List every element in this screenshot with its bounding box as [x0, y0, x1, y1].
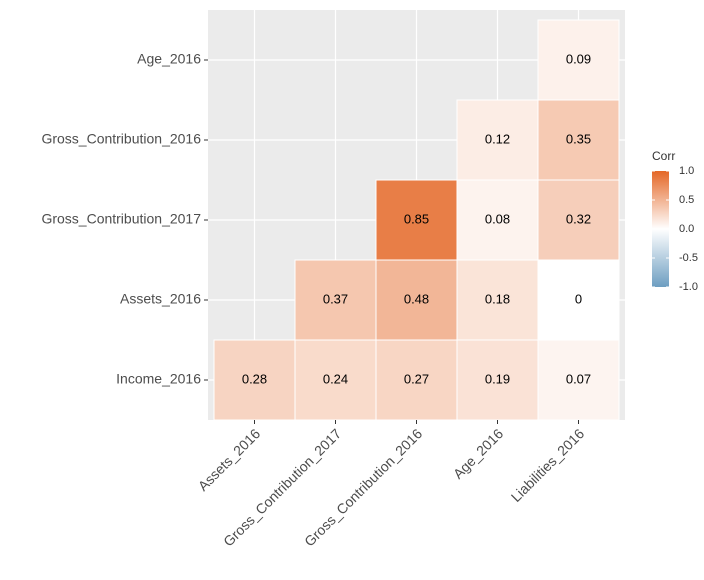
heatmap-cell	[294, 259, 377, 341]
cell-label: 0.07	[566, 371, 591, 386]
heatmap-cell	[456, 179, 539, 261]
cell-label: 0.35	[566, 131, 591, 146]
heatmap-cell	[375, 339, 458, 421]
heatmap-cell	[537, 339, 620, 421]
y-tick-label: Age_2016	[137, 51, 201, 67]
cell-label: 0.85	[404, 211, 429, 226]
heatmap-cell	[456, 99, 539, 181]
cell-label: 0.48	[404, 291, 429, 306]
cell-label: 0	[575, 291, 582, 306]
heatmap-cell	[213, 339, 296, 421]
legend-tick-label: 1.0	[679, 165, 694, 177]
cell-label: 0.08	[485, 211, 510, 226]
cell-label: 0.09	[566, 51, 591, 66]
cell-label: 0.24	[323, 371, 348, 386]
heatmap-cell	[537, 259, 620, 341]
heatmap-cell	[456, 259, 539, 341]
y-tick-label: Assets_2016	[120, 291, 201, 307]
cell-label: 0.27	[404, 371, 429, 386]
cell-label: 0.12	[485, 131, 510, 146]
legend-tick-label: 0.0	[679, 223, 694, 235]
cell-label: 0.32	[566, 211, 591, 226]
y-tick-label: Gross_Contribution_2016	[41, 131, 201, 147]
legend-colorbar	[652, 171, 669, 287]
legend-title: Corr	[652, 149, 675, 163]
x-tick-label: Liabilities_2016	[508, 425, 588, 505]
y-tick-label: Income_2016	[116, 371, 201, 387]
cell-label: 0.18	[485, 291, 510, 306]
x-tick-label: Assets_2016	[195, 425, 264, 494]
legend-tick-label: -1.0	[679, 281, 698, 293]
y-tick-label: Gross_Contribution_2017	[41, 211, 201, 227]
x-tick-label: Age_2016	[450, 425, 507, 482]
cell-label: 0.19	[485, 371, 510, 386]
heatmap-cell	[537, 99, 620, 181]
heatmap-cell	[537, 19, 620, 101]
heatmap-cell	[456, 339, 539, 421]
cell-label: 0.37	[323, 291, 348, 306]
cell-label: 0.28	[242, 371, 267, 386]
legend-tick-label: -0.5	[679, 252, 698, 264]
legend-tick-label: 0.5	[679, 194, 694, 206]
